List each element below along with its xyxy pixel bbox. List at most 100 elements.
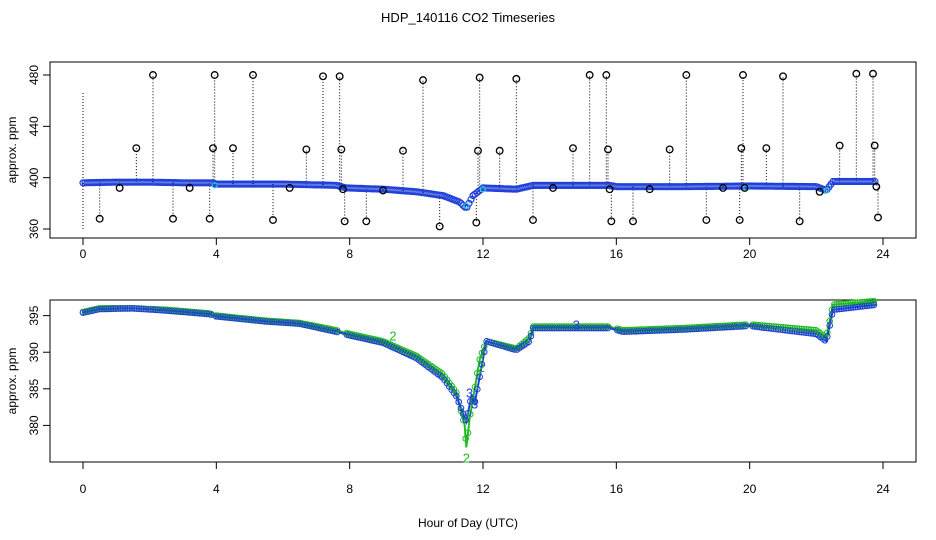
chart-title: HDP_140116 CO2 Timeseries bbox=[381, 10, 555, 25]
spike-marker-51 bbox=[835, 141, 844, 150]
series-3-marker bbox=[145, 306, 152, 313]
spike-marker-33 bbox=[602, 71, 611, 79]
spike-marker-52 bbox=[852, 69, 861, 78]
bottom-x-tick-label: 4 bbox=[213, 482, 220, 496]
spike-marker-26 bbox=[475, 73, 484, 82]
series-3-marker bbox=[306, 322, 313, 330]
spike-marker-19 bbox=[362, 217, 371, 226]
series-3-marker bbox=[462, 416, 470, 424]
series-3-marker bbox=[824, 333, 831, 340]
series-3-marker bbox=[604, 324, 612, 332]
baseline-point bbox=[871, 177, 879, 186]
spike-marker-13 bbox=[302, 145, 311, 154]
series-3-marker bbox=[457, 404, 465, 412]
baseline-accent-point-2 bbox=[479, 186, 487, 193]
series-2-marker bbox=[870, 297, 878, 305]
spike-marker-23 bbox=[435, 222, 444, 231]
series-3-marker bbox=[126, 305, 133, 312]
top-spike-lines bbox=[82, 73, 879, 229]
baseline-point bbox=[459, 201, 467, 209]
spike-marker-9 bbox=[229, 144, 237, 153]
top-x-tick-label: 8 bbox=[346, 247, 353, 261]
series-3-marker bbox=[124, 305, 131, 312]
spike-marker-29 bbox=[529, 216, 537, 224]
top-x-tick-label: 24 bbox=[876, 247, 890, 261]
series-3-marker bbox=[831, 306, 838, 313]
series-label-2: 2 bbox=[478, 360, 485, 375]
spike-marker-14 bbox=[319, 72, 327, 81]
spike-marker-25 bbox=[474, 146, 482, 155]
series-3-marker bbox=[114, 305, 122, 312]
spike-marker-2 bbox=[132, 144, 141, 153]
baseline-accent-point-0 bbox=[211, 182, 218, 189]
top-panel: 0 4 8 12 16 20 24 360 400 440 480 approx. ppm bbox=[5, 61, 917, 261]
spike-marker-22 bbox=[419, 76, 427, 85]
top-spike-markers bbox=[95, 69, 882, 231]
spike-marker-35 bbox=[605, 185, 614, 194]
series-3-marker bbox=[474, 385, 481, 393]
baseline-point bbox=[869, 177, 877, 186]
spike-marker-45 bbox=[739, 71, 747, 79]
spike-marker-41 bbox=[702, 216, 711, 224]
spike-marker-1 bbox=[115, 183, 124, 192]
spike-marker-21 bbox=[399, 146, 407, 155]
bottom-series bbox=[79, 297, 878, 448]
baseline-point bbox=[467, 195, 475, 204]
series-label-1: 2 bbox=[389, 328, 396, 343]
spike-marker-34 bbox=[604, 145, 612, 154]
series-3-marker bbox=[135, 305, 143, 313]
spike-marker-49 bbox=[795, 217, 804, 226]
spike-marker-7 bbox=[209, 144, 217, 153]
series-3-marker bbox=[453, 392, 460, 400]
series-3-marker bbox=[299, 321, 306, 328]
spike-marker-15 bbox=[335, 72, 344, 81]
series-3-marker bbox=[149, 306, 157, 313]
series-2-marker bbox=[826, 317, 834, 325]
spike-marker-38 bbox=[645, 185, 654, 194]
series-2-marker bbox=[464, 429, 472, 437]
series-3-marker bbox=[187, 309, 194, 316]
bottom-y-tick-label: 385 bbox=[27, 378, 41, 398]
spike-marker-3 bbox=[149, 71, 157, 79]
top-y-tick-label: 440 bbox=[27, 116, 41, 136]
series-3-marker bbox=[478, 361, 486, 368]
series-3-marker bbox=[152, 306, 159, 314]
series-3-marker bbox=[154, 306, 161, 314]
top-y-tick-label: 360 bbox=[27, 219, 41, 239]
spike-marker-12 bbox=[285, 183, 294, 192]
spike-marker-37 bbox=[629, 217, 637, 226]
spike-marker-11 bbox=[269, 216, 277, 224]
series-3-marker bbox=[121, 305, 129, 312]
series-3-marker bbox=[481, 348, 488, 356]
series-2-marker bbox=[462, 435, 470, 442]
bottom-y-axis-label: approx. ppm bbox=[5, 348, 19, 415]
spike-marker-27 bbox=[495, 146, 504, 155]
series-label-3: 3 bbox=[471, 396, 478, 411]
spike-marker-50 bbox=[815, 187, 824, 196]
series-3-marker bbox=[231, 314, 238, 322]
bottom-y-tick-label: 390 bbox=[27, 342, 41, 362]
series-label-0: 2 bbox=[463, 451, 470, 466]
spike-marker-31 bbox=[569, 144, 577, 153]
series-3-marker bbox=[110, 305, 117, 313]
baseline-accent-point-4 bbox=[823, 187, 830, 194]
bottom-x-tick-label: 0 bbox=[80, 482, 87, 496]
top-x-tick-label: 16 bbox=[610, 247, 624, 261]
bottom-x-tick-label: 12 bbox=[476, 482, 490, 496]
spike-marker-0 bbox=[95, 214, 104, 223]
spike-marker-8 bbox=[210, 71, 219, 79]
series-3-marker bbox=[117, 305, 124, 312]
series-3-marker bbox=[119, 305, 126, 312]
series-3-marker bbox=[243, 316, 250, 323]
bottom-y-tick-label: 395 bbox=[27, 305, 41, 325]
top-y-axis-label: approx. ppm bbox=[5, 117, 19, 184]
series-3-marker bbox=[128, 305, 136, 312]
series-3-marker bbox=[334, 328, 341, 336]
spike-marker-5 bbox=[185, 183, 194, 192]
series-3-marker bbox=[131, 305, 138, 312]
spike-marker-39 bbox=[665, 145, 674, 154]
spike-marker-18 bbox=[340, 217, 349, 226]
series-3-marker bbox=[229, 314, 236, 322]
